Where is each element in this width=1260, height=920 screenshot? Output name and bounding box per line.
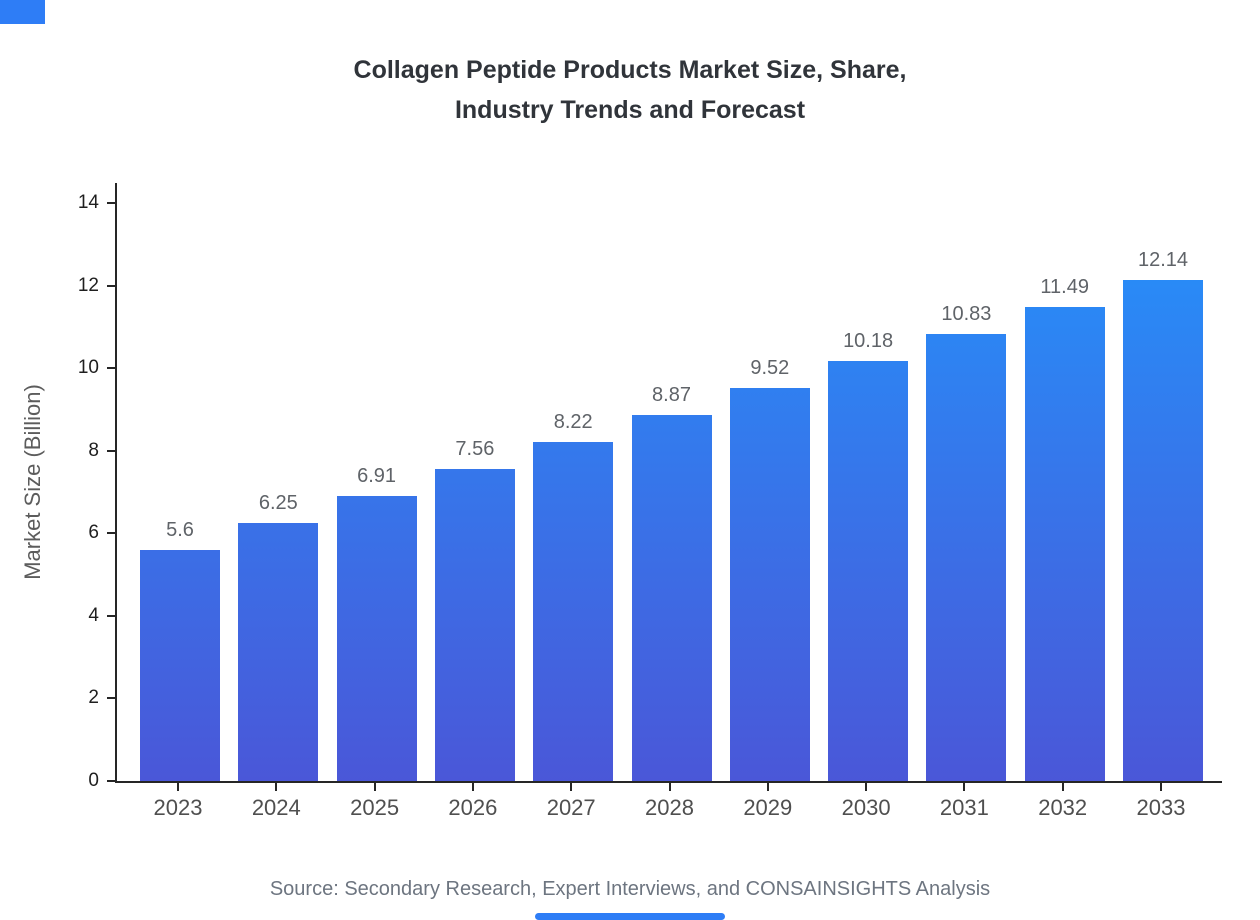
bar: [926, 333, 1007, 781]
y-tick-mark: [107, 697, 115, 700]
y-tick-mark: [107, 614, 115, 617]
chart-title-line2: Industry Trends and Forecast: [454, 96, 806, 124]
x-tick-mark: [668, 783, 671, 791]
bar: [238, 522, 319, 781]
source-note: Source: Secondary Research, Expert Inter…: [269, 878, 991, 900]
y-tick-label: 0: [88, 770, 99, 791]
bar-value-label: 6.25: [258, 491, 298, 514]
bar-value-label: 11.49: [1040, 275, 1089, 298]
chart-title: Collagen Peptide Products Market Size, S…: [0, 50, 1260, 130]
y-tick-mark: [107, 284, 115, 287]
bar-value-label: 7.56: [455, 437, 495, 460]
x-tick-label: 2030: [841, 795, 891, 820]
x-tick-mark: [275, 783, 278, 791]
bar: [828, 360, 909, 781]
bottom-accent: [535, 913, 725, 920]
x-tick-label: 2028: [645, 795, 694, 820]
bar: [1123, 279, 1203, 781]
x-tick-mark: [963, 783, 966, 791]
x-tick-mark: [766, 783, 769, 791]
x-tick-mark: [570, 783, 573, 791]
y-tick-label: 8: [88, 439, 99, 461]
y-tick-mark: [107, 780, 115, 782]
bar-value-label: 5.6: [166, 518, 194, 541]
y-tick-label: 12: [77, 274, 99, 296]
corner-accent: [0, 0, 45, 24]
x-tick-label: 2026: [448, 795, 498, 820]
bar-value-label: 8.87: [652, 383, 691, 406]
x-tick-mark: [865, 783, 868, 791]
y-tick-mark: [107, 449, 115, 452]
bar: [434, 468, 515, 781]
x-tick-mark: [373, 783, 376, 791]
y-tick-label: 2: [88, 687, 99, 709]
y-tick-label: 10: [77, 357, 99, 379]
y-tick-label: 6: [88, 522, 99, 544]
y-tick-mark: [107, 367, 115, 370]
x-axis-ticks: 2023 2024 2025 2026 2027 2028 2029 2030 2031 2032…: [115, 783, 1220, 833]
bar-value-label: 10.83: [941, 302, 992, 325]
y-tick-mark: [107, 202, 115, 204]
x-tick-label: 2023: [153, 795, 203, 820]
bar: [1024, 306, 1105, 781]
plot-area: 5.6 6.25 6.91 7.56 8.22 8.87 9.52 10.18 10.83 11.…: [115, 183, 1222, 783]
x-tick-label: 2029: [743, 795, 793, 820]
x-tick-mark: [471, 783, 474, 791]
bar-value-label: 12.14: [1137, 248, 1189, 271]
bar: [336, 495, 417, 781]
bar-value-label: 8.22: [553, 410, 593, 433]
y-axis-ticks: 0 2 4 6 8 10 12 14: [0, 183, 115, 791]
x-tick-label: 2024: [251, 795, 301, 820]
x-tick-mark: [1160, 783, 1162, 791]
x-tick-label: 2025: [350, 795, 400, 820]
y-tick-mark: [107, 532, 115, 535]
bar-value-label: 9.52: [750, 356, 790, 379]
bar-value-label: 6.91: [357, 464, 397, 487]
x-tick-label: 2033: [1136, 795, 1186, 820]
bar: [533, 441, 614, 781]
bar: [631, 414, 712, 781]
bar-value-label: 10.18: [843, 329, 894, 352]
x-tick-label: 2027: [546, 795, 596, 820]
bar: [140, 549, 220, 781]
y-tick-label: 4: [88, 604, 99, 626]
y-tick-label: 14: [77, 192, 99, 213]
x-tick-label: 2032: [1038, 795, 1088, 820]
chart-title-line1: Collagen Peptide Products Market Size, S…: [353, 56, 907, 84]
x-tick-label: 2031: [939, 795, 989, 820]
x-tick-mark: [1061, 783, 1064, 791]
bar: [729, 387, 810, 781]
x-tick-mark: [177, 783, 179, 791]
